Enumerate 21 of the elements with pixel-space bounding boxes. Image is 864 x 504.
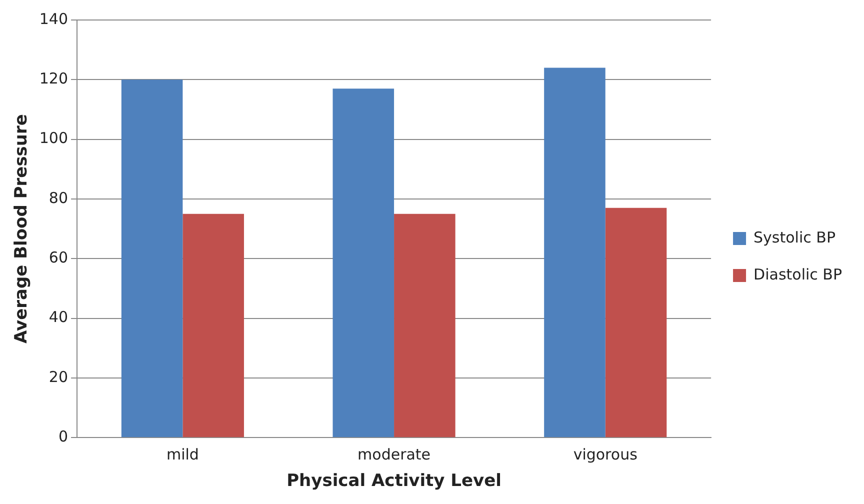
bar bbox=[544, 68, 606, 438]
bar bbox=[332, 88, 394, 438]
bar bbox=[394, 214, 456, 438]
y-tick-label: 40 bbox=[48, 308, 68, 326]
y-tick-label: 60 bbox=[48, 248, 68, 267]
legend-label: Systolic BP bbox=[754, 228, 836, 246]
y-axis-title: Average Blood Pressure bbox=[12, 114, 32, 344]
x-tick-label: mild bbox=[166, 445, 199, 464]
y-tick-label: 80 bbox=[48, 188, 68, 207]
y-tick-label: 140 bbox=[39, 10, 68, 28]
legend-label: Diastolic BP bbox=[754, 265, 842, 284]
bar bbox=[182, 214, 244, 438]
x-tick-label: vigorous bbox=[573, 445, 638, 464]
y-tick-label: 20 bbox=[48, 368, 68, 386]
bar bbox=[605, 208, 667, 438]
y-tick-label: 100 bbox=[39, 129, 68, 148]
y-tick-label: 0 bbox=[58, 427, 68, 446]
x-axis-title: Physical Activity Level bbox=[286, 471, 502, 492]
x-tick-label: moderate bbox=[358, 445, 431, 464]
bar bbox=[121, 80, 183, 438]
y-tick-label: 120 bbox=[39, 70, 68, 88]
